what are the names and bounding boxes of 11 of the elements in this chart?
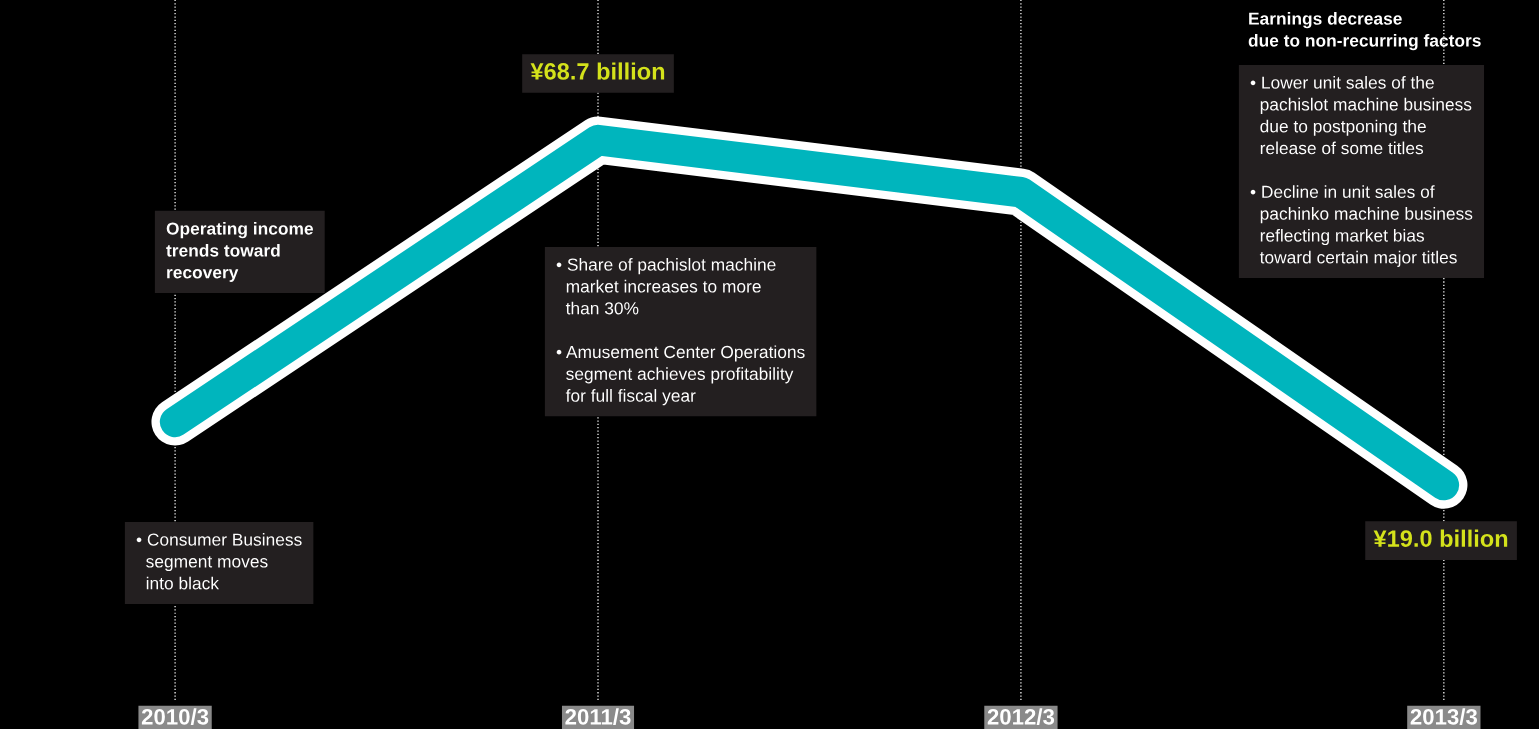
annotation: Operating income trends toward recovery [166,222,313,282]
data-label: ¥19.0 billion [1373,529,1508,547]
x-tick-label: 2011/3 [565,708,631,725]
data-label: ¥68.7 billion [530,62,665,80]
text: Earnings decrease due to non-recurring factors [1248,12,1481,51]
text: • Consumer Business segment moves into black [136,533,302,590]
x-tick-label: 2013/3 [1410,708,1478,725]
x-tick-label: 2010/3 [141,708,209,725]
text: • Lower unit sales of the pachislot machine business due to postponing the release of some titles • Decline in unit sales of pachinko machine business reflecting market bias toward certain major titles [1250,76,1473,267]
x-tick-label: 2012/3 [987,708,1055,725]
text: • Share of pachislot machine market increases to more than 30% • Amusement Center Operations segment achieves profitability for full fiscal year [556,258,805,406]
